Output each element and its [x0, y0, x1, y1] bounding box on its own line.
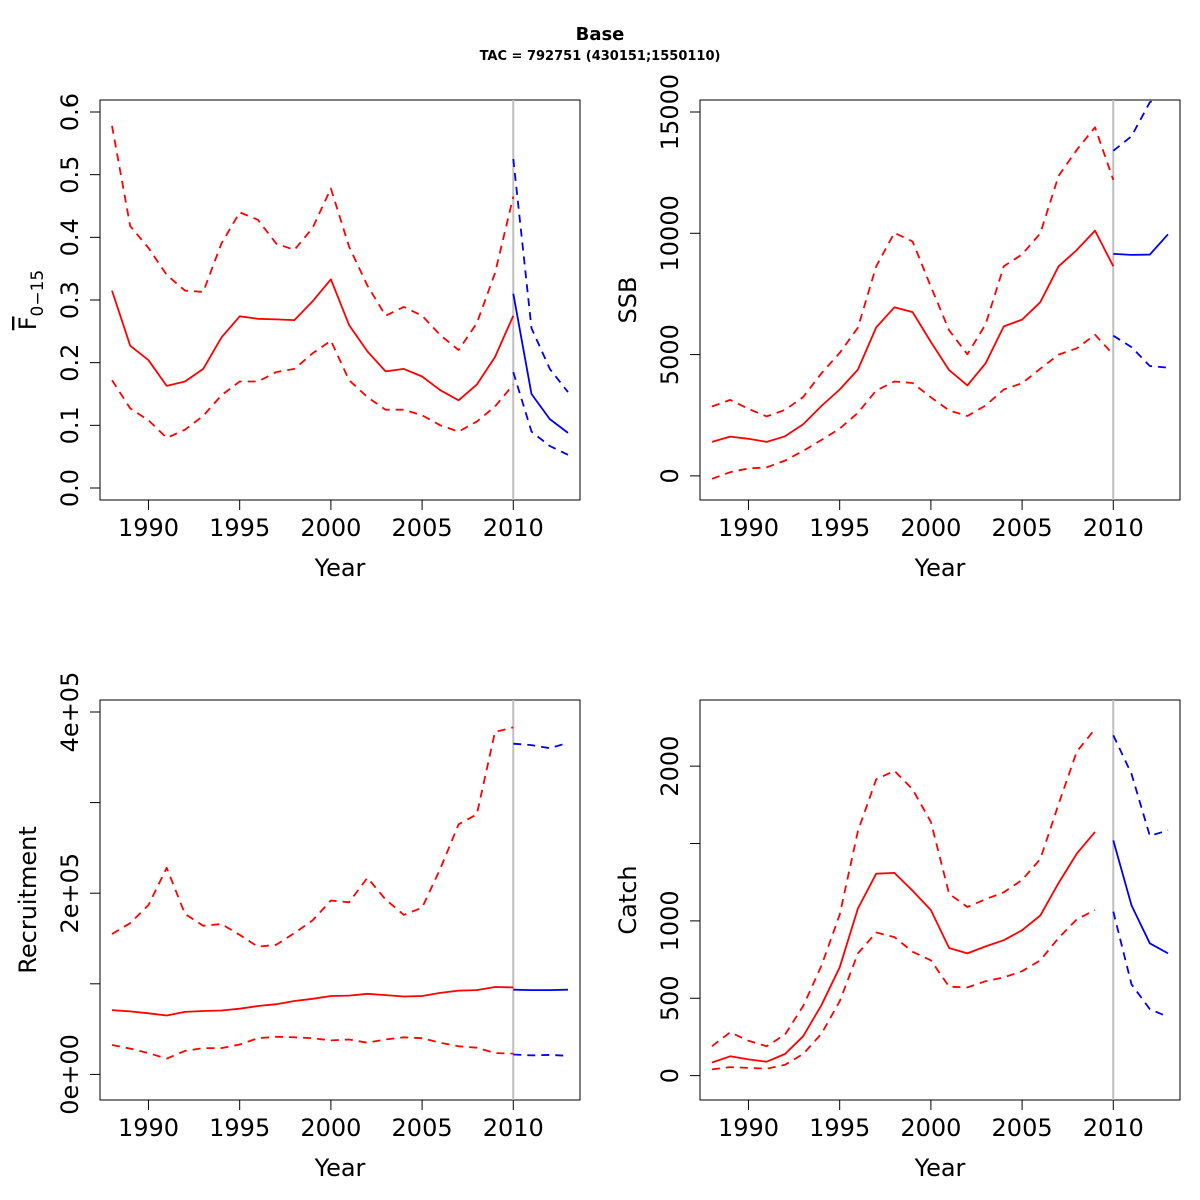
recruitment-x-axis-label: Year [314, 1154, 366, 1182]
catch-x-tick-label: 2010 [1083, 1114, 1144, 1142]
ssb-y-axis: 0 5000 10000 15000 [656, 74, 701, 484]
ssb-x-axis-label: Year [914, 554, 966, 582]
catch-plot-frame [699, 699, 1181, 1101]
catch-y-tick-label: 2000 [656, 736, 684, 797]
fbar-y-tick-label: 0.5 [56, 156, 84, 194]
recruitment-series [111, 726, 569, 1060]
recruitment-x-axis: 1990 1995 2000 2005 2010 [118, 1099, 544, 1142]
recruitment-x-tick-label: 2005 [392, 1114, 453, 1142]
ssb-historical-median-line [711, 229, 1115, 443]
catch-projection-median-line [1112, 840, 1169, 955]
ssb-x-tick-label: 1990 [718, 514, 779, 542]
recruitment-historical-upper-line [111, 726, 514, 948]
fbar-series [111, 125, 569, 456]
catch-panel: 1990 1995 2000 2005 2010 0 500 1000 2000 Year Catc… [614, 699, 1181, 1182]
catch-x-axis: 1990 1995 2000 2005 2010 [718, 1099, 1144, 1142]
ssb-x-tick-label: 1995 [809, 514, 870, 542]
fbar-x-tick-label: 2010 [483, 514, 544, 542]
catch-y-tick-label: 0 [656, 1068, 684, 1083]
ssb-y-tick-label: 0 [656, 468, 684, 483]
ssb-x-tick-label: 2005 [992, 514, 1053, 542]
ssb-projection-lower-line [1112, 334, 1169, 369]
ssb-x-tick-label: 2010 [1083, 514, 1144, 542]
catch-x-tick-label: 1995 [809, 1114, 870, 1142]
catch-y-tick-label: 1000 [656, 890, 684, 951]
catch-series [711, 728, 1169, 1071]
fbar-panel: 1990 1995 2000 2005 20100.00.10.20.30.40.50.… [14, 93, 581, 582]
recruitment-y-axis: 0e+00 2e+05 4e+05 [56, 672, 101, 1115]
catch-projection-upper-line [1112, 734, 1169, 837]
figure-title: Base [576, 24, 625, 45]
fbar-x-tick-label: 1990 [118, 514, 179, 542]
fbar-projection-upper-line [512, 158, 569, 393]
fbar-x-tick-label: 2005 [392, 514, 453, 542]
catch-historical-upper-line [711, 728, 1096, 1048]
catch-y-axis: 0 500 1000 2000 [656, 736, 701, 1083]
fbar-y-tick-label: 0.3 [56, 281, 84, 319]
recruitment-historical-lower-line [111, 1035, 514, 1060]
fbar-x-tick-label: 1995 [209, 514, 270, 542]
fbar-y-axis-label: F0−15 [14, 270, 48, 331]
catch-x-tick-label: 2000 [900, 1114, 961, 1142]
fbar-y-tick-label: 0.1 [56, 406, 84, 444]
ssb-projection-median-line [1113, 233, 1169, 256]
recruitment-x-tick-label: 2010 [483, 1114, 544, 1142]
catch-y-axis-label: Catch [614, 865, 642, 934]
fbar-historical-upper-line [111, 125, 515, 352]
catch-historical-lower-line [711, 909, 1096, 1071]
recruitment-historical-median-line [111, 986, 514, 1017]
recruitment-panel: 1990 1995 2000 2005 2010 0e+00 2e+05 4e+05 Year R… [14, 672, 581, 1182]
recruitment-y-tick-label: 4e+05 [56, 672, 84, 753]
figure-subtitle: TAC = 792751 (430151;1550110) [480, 49, 721, 64]
fbar-y-tick-label: 0.6 [56, 93, 84, 131]
ssb-panel: 1990 1995 2000 2005 2010 0 5000 10000 15000 Year S… [614, 74, 1181, 582]
fbar-y-axis: 0.0 0.1 0.2 0.3 0.4 0.5 0.6 [56, 93, 101, 507]
recruitment-x-tick-label: 2000 [300, 1114, 361, 1142]
catch-historical-median-line [711, 831, 1096, 1064]
catch-x-tick-label: 1990 [718, 1114, 779, 1142]
ssb-historical-upper-line [711, 126, 1115, 418]
fbar-historical-lower-line [111, 339, 514, 439]
recruitment-plot-frame [99, 699, 581, 1101]
ssb-historical-lower-line [711, 333, 1114, 480]
fbar-x-axis: 1990 1995 2000 2005 2010 [118, 499, 544, 542]
recruitment-y-tick-label: 2e+05 [56, 853, 84, 934]
fbar-x-axis-label: Year [314, 554, 366, 582]
ssb-y-axis-label: SSB [614, 277, 642, 324]
fbar-projection-lower-line [512, 371, 569, 456]
catch-projection-lower-line [1112, 911, 1169, 1018]
ssb-y-tick-label: 5000 [656, 324, 684, 385]
recruitment-x-tick-label: 1990 [118, 1114, 179, 1142]
catch-y-tick-label: 500 [656, 975, 684, 1021]
recruitment-projection-lower-line [513, 1053, 569, 1057]
ssb-y-tick-label: 15000 [656, 74, 684, 150]
ssb-x-axis: 1990 1995 2000 2005 2010 [718, 499, 1144, 542]
ssb-series [711, 100, 1169, 480]
fbar-y-tick-label: 0.2 [56, 344, 84, 382]
catch-x-axis-label: Year [914, 1154, 966, 1182]
catch-x-tick-label: 2005 [992, 1114, 1053, 1142]
recruitment-x-tick-label: 1995 [209, 1114, 270, 1142]
fbar-projection-median-line [512, 293, 569, 434]
ssb-y-tick-label: 10000 [656, 195, 684, 271]
fbar-historical-median-line [111, 278, 515, 402]
fbar-y-tick-label: 0.0 [56, 469, 84, 507]
fbar-y-axis-label-sub: 0−15 [28, 270, 48, 317]
fbar-x-tick-label: 2000 [300, 514, 361, 542]
ssb-x-tick-label: 2000 [900, 514, 961, 542]
ssb-projection-upper-line [1112, 100, 1157, 152]
recruitment-y-axis-label: Recruitment [14, 826, 42, 973]
fbar-y-tick-label: 0.4 [56, 218, 84, 256]
recruitment-y-tick-label: 0e+00 [56, 1034, 84, 1115]
recruitment-projection-upper-line [513, 741, 569, 750]
fbar-y-axis-label-main: F [14, 316, 42, 330]
